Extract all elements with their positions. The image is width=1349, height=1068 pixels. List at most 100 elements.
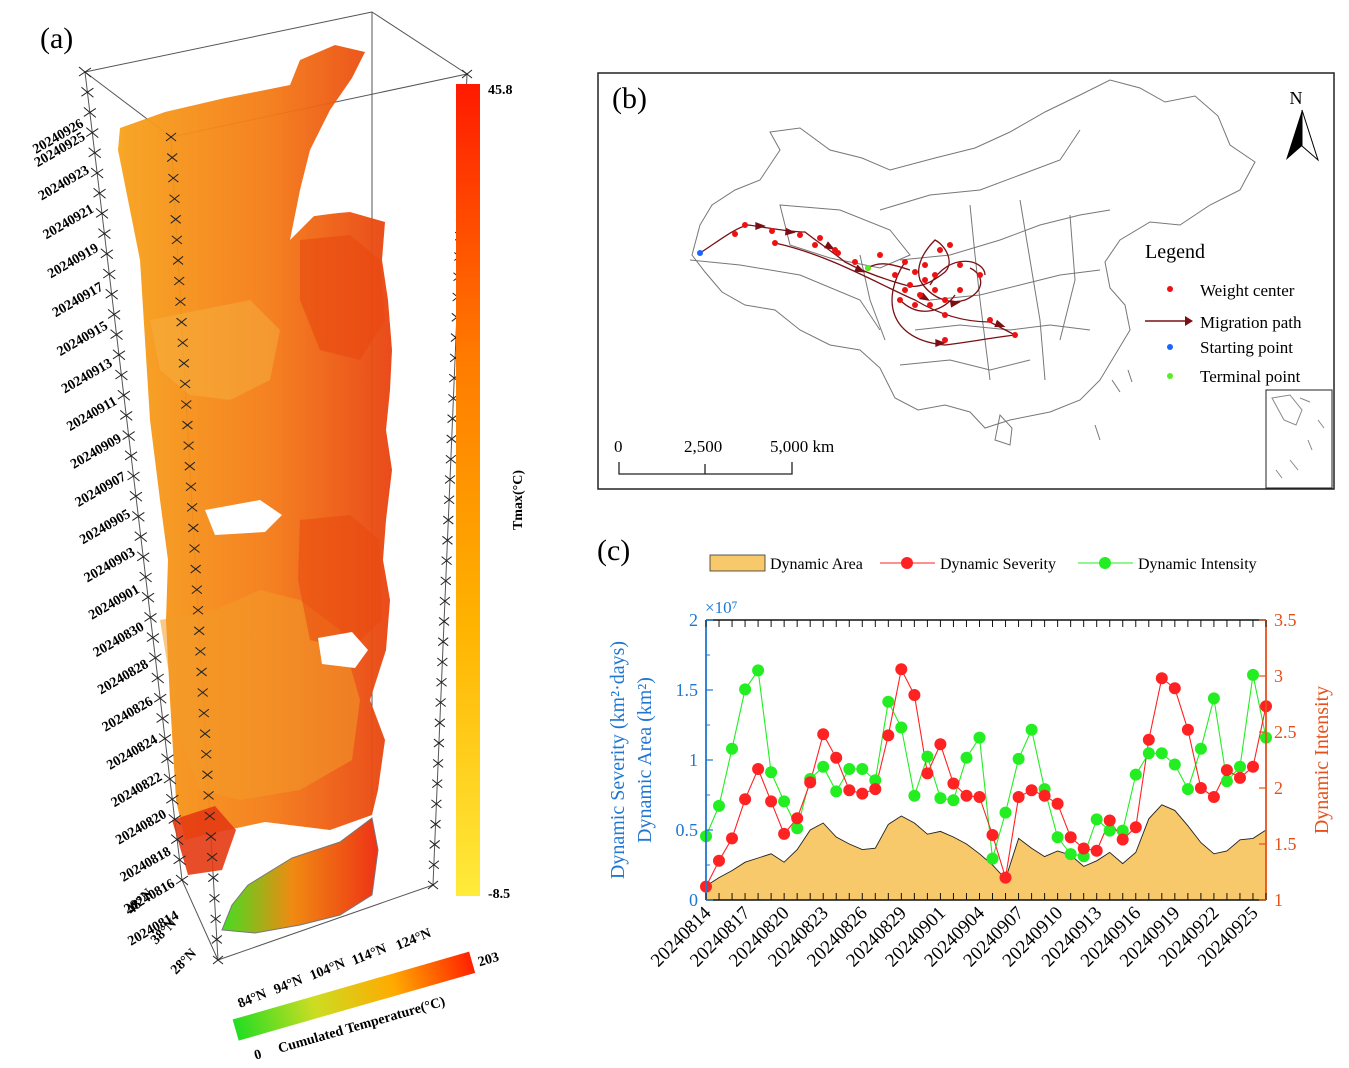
dynamic-intensity-point [1168,758,1181,771]
plot-area [700,663,1272,900]
dynamic-severity-point [1025,784,1038,797]
china-outline [689,79,1256,446]
date-label: 20240913 [59,356,115,397]
date-tick [139,572,152,582]
date-tick [107,309,121,319]
right-tick-label: 1.5 [1274,834,1297,854]
dynamic-severity-point [1220,764,1233,777]
date-label: 20240911 [64,394,119,435]
dynamic-severity-point [1116,833,1129,846]
dynamic-severity-point [1155,672,1168,685]
date-tick [431,799,442,809]
date-tick [85,128,99,138]
panel-c-letter: (c) [597,534,630,567]
date-tick [177,338,189,348]
date-tick [437,637,449,647]
weight-center-point [897,297,903,303]
dynamic-severity-point [1077,842,1090,855]
dynamic-intensity-point [1155,747,1168,760]
migration-arrowhead [854,264,866,273]
map-frame [597,72,1335,490]
date-tick [170,835,184,845]
date-tick [124,451,138,461]
date-tick [190,564,201,574]
dynamic-severity-point [934,738,947,751]
date-tick [175,297,186,306]
dynamic-severity-point [973,791,986,803]
terminal-point [865,265,871,271]
date-tick [206,852,218,862]
weight-center-point [817,235,823,241]
lon-label: 104°N [308,956,348,984]
dynamic-intensity-point [817,760,830,773]
date-tick [189,544,200,553]
weight-center-point [812,242,818,248]
date-tick [119,410,133,420]
date-tick [172,256,184,265]
north-label: N [1290,88,1303,108]
date-tick [196,667,207,677]
dynamic-severity-point [1038,789,1051,802]
date-tick [165,132,177,142]
migration-arrowhead [935,339,946,347]
date-label: 20240903 [82,545,138,586]
dynamic-severity-point [830,751,843,764]
legend-severity-marker [901,557,913,569]
date-axis-ticks [78,66,473,965]
date-tick [186,502,198,512]
scale-label: 2,500 [684,437,722,456]
dynamic-severity-point [778,827,791,840]
dynamic-intensity-point [973,731,986,744]
weight-center-point [917,292,923,298]
weight-center-point [912,269,918,275]
dynamic-intensity-point [713,799,725,812]
dynamic-intensity-point [739,683,752,696]
date-label: 20240917 [50,280,106,321]
dynamic-intensity-point [1116,824,1129,837]
migration-paths [699,222,1016,347]
dynamic-intensity-point [921,750,934,763]
migration-arrowhead [994,319,1006,328]
dynamic-intensity-point [791,822,804,835]
date-tick [438,617,450,626]
date-tick [428,860,440,870]
panel-a: (a) [30,11,526,1064]
ct-colorbar-ramp [232,951,476,1041]
date-tick [193,626,205,636]
dynamic-severity-point [1194,782,1207,794]
date-label: 20240826 [100,694,156,735]
dynamic-severity-point [882,729,895,742]
date-tick [439,596,451,606]
weight-center-point [987,317,993,323]
stack-gaps [205,192,368,866]
lon-label: 124°N [394,926,434,954]
date-tick [166,794,179,804]
tmax-max-label: 45.8 [488,83,513,98]
date-tick [210,914,221,924]
dynamic-intensity-point [1090,813,1103,826]
dynamic-severity-point [869,783,882,796]
dynamic-intensity-point [1194,742,1207,755]
dynamic-severity-point [1207,791,1220,803]
legend-weight-center-label: Weight center [1200,281,1295,300]
dynamic-intensity-point [1012,752,1025,765]
legend-title: Legend [1145,241,1205,263]
date-tick [161,754,174,764]
left-axis-multiplier: ×10⁷ [705,598,738,617]
dynamic-intensity-point [726,742,738,755]
dynamic-severity-point [817,728,830,741]
weight-center-point [732,231,738,237]
weight-center-point [1012,332,1018,338]
tmax-colorbar-ramp [456,84,480,896]
dynamic-intensity-point [1220,775,1233,788]
dynamic-intensity-point [1103,824,1116,837]
weight-center-point [942,337,948,343]
date-tick [435,698,446,707]
dynamic-intensity-point [778,795,791,808]
migration-arrowhead [824,241,836,250]
legend-intensity-marker [1099,557,1111,569]
dynamic-severity-point [986,829,999,841]
date-tick [136,552,150,562]
dynamic-intensity-point [752,664,765,677]
dynamic-severity-point [1181,723,1194,736]
